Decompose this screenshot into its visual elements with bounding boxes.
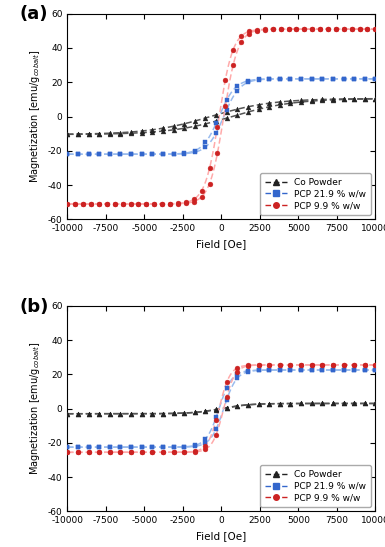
- Legend: Co Powder, PCP 21.9 % w/w, PCP 9.9 % w/w: Co Powder, PCP 21.9 % w/w, PCP 9.9 % w/w: [260, 173, 371, 215]
- X-axis label: Field [Oe]: Field [Oe]: [196, 531, 246, 541]
- Y-axis label: Magnetization [emu/g$_{cobalt}$]: Magnetization [emu/g$_{cobalt}$]: [28, 342, 42, 475]
- Text: (b): (b): [20, 298, 49, 316]
- X-axis label: Field [Oe]: Field [Oe]: [196, 239, 246, 249]
- Text: (a): (a): [20, 5, 48, 24]
- Legend: Co Powder, PCP 21.9 % w/w, PCP 9.9 % w/w: Co Powder, PCP 21.9 % w/w, PCP 9.9 % w/w: [260, 465, 371, 507]
- Y-axis label: Magnetization [emu/g$_{cobalt}$]: Magnetization [emu/g$_{cobalt}$]: [28, 50, 42, 183]
